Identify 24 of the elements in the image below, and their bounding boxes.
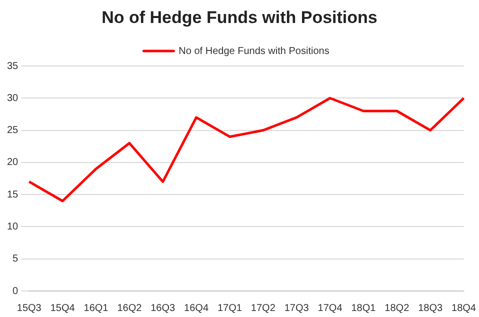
y-tick-label: 15 xyxy=(7,189,19,200)
x-tick-label: 18Q4 xyxy=(452,302,476,314)
y-tick-label: 10 xyxy=(7,221,19,232)
legend-label: No of Hedge Funds with Positions xyxy=(178,46,330,57)
chart-title: No of Hedge Funds with Positions xyxy=(100,8,378,28)
x-tick-label: 16Q2 xyxy=(117,302,142,314)
x-tick-label: 18Q3 xyxy=(418,302,443,314)
x-tick-label: 15Q3 xyxy=(16,302,42,314)
x-tick-label: 17Q4 xyxy=(318,302,343,314)
x-tick-label: 17Q1 xyxy=(217,302,242,314)
x-tick-label: 18Q1 xyxy=(351,302,376,314)
y-tick-label: 5 xyxy=(12,254,19,265)
y-tick-label: 25 xyxy=(7,125,19,136)
x-tick-label: 18Q2 xyxy=(384,302,410,314)
x-tick-label: 17Q3 xyxy=(284,302,310,314)
y-tick-label: 30 xyxy=(7,92,19,104)
x-tick-label: 16Q4 xyxy=(184,302,209,314)
y-tick-label: 20 xyxy=(7,157,19,168)
x-tick-label: 17Q2 xyxy=(250,302,276,314)
y-tick-label: 0 xyxy=(12,286,19,297)
y-tick-label: 35 xyxy=(7,60,19,72)
x-tick-label: 16Q1 xyxy=(84,302,109,314)
x-tick-label: 15Q4 xyxy=(50,302,76,314)
x-tick-label: 16Q3 xyxy=(150,302,176,314)
